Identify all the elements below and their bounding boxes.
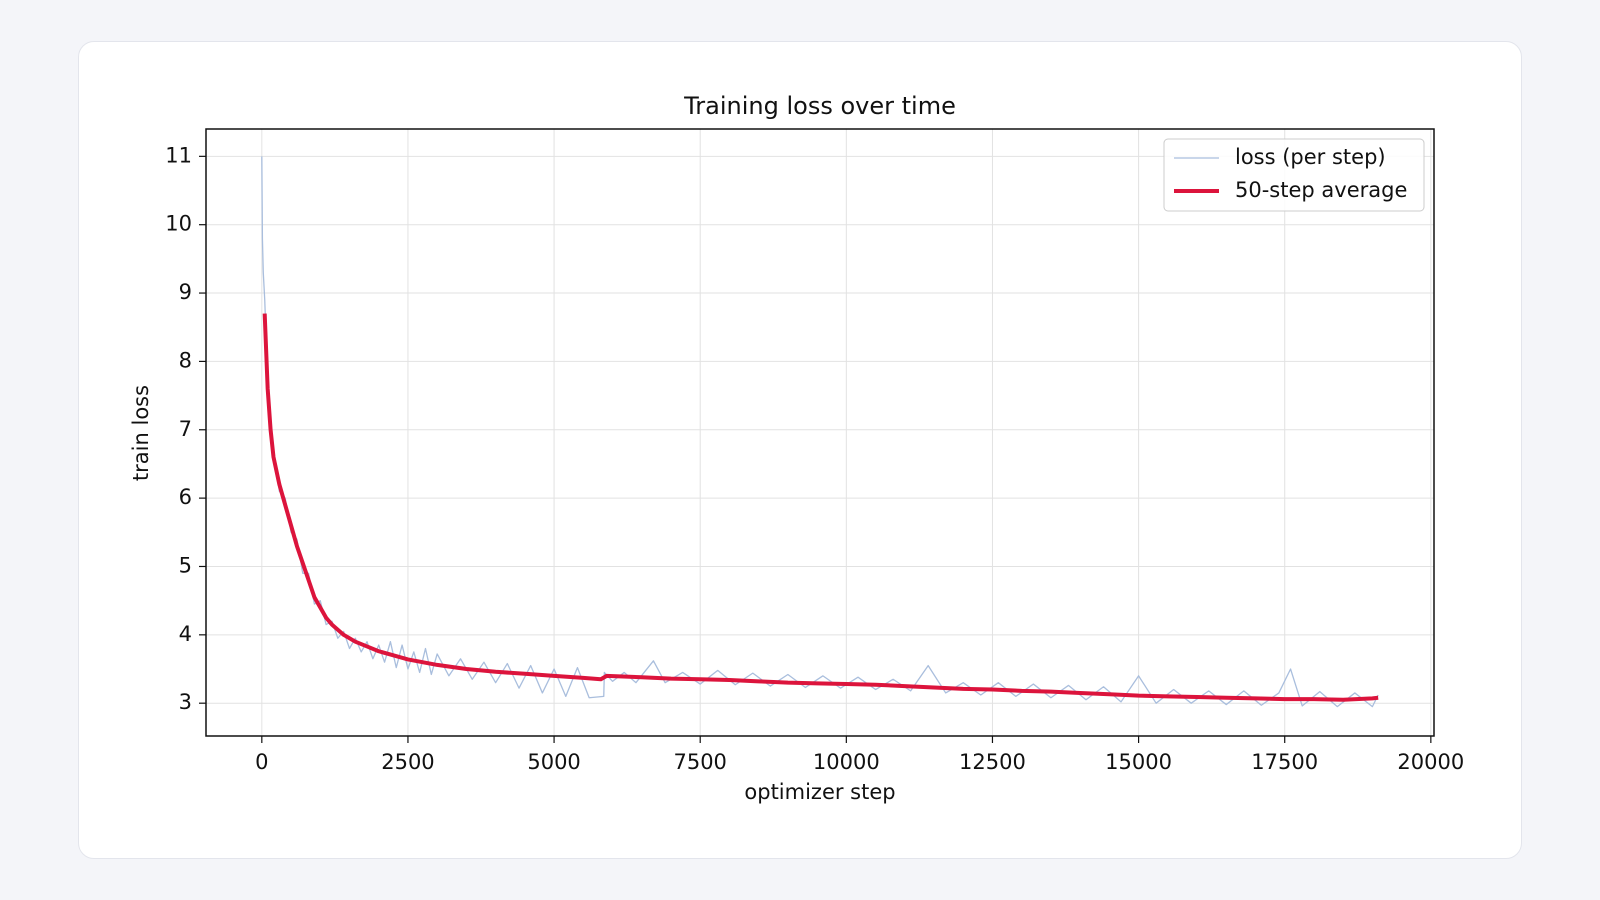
x-tick-label: 20000 [1397,750,1464,774]
plot-frame [205,128,1435,737]
y-tick-label: 6 [179,485,192,509]
series-line [262,313,1379,702]
x-axis-label: optimizer step [744,780,895,804]
y-tick-label: 11 [165,143,192,167]
y-tick-label: 4 [179,622,192,646]
y-tick-label: 7 [179,417,192,441]
y-tick-label: 5 [179,553,192,577]
y-tick-label: 9 [179,280,192,304]
y-axis-label: train loss [129,385,153,481]
x-tick-label: 7500 [673,750,726,774]
legend-label: loss (per step) [1235,145,1386,169]
y-tick-label: 10 [165,212,192,236]
x-tick-label: 12500 [959,750,1026,774]
series-line [261,156,1379,708]
x-tick-label: 2500 [381,750,434,774]
legend-box [1163,138,1425,212]
x-tick-label: 10000 [813,750,880,774]
x-tick-label: 17500 [1251,750,1318,774]
x-tick-label: 0 [255,750,268,774]
x-tick-label: 5000 [527,750,580,774]
legend-label: 50-step average [1235,178,1407,202]
x-tick-label: 15000 [1105,750,1172,774]
y-tick-label: 8 [179,348,192,372]
y-tick-label: 3 [179,690,192,714]
chart-title: Training loss over time [683,92,956,120]
